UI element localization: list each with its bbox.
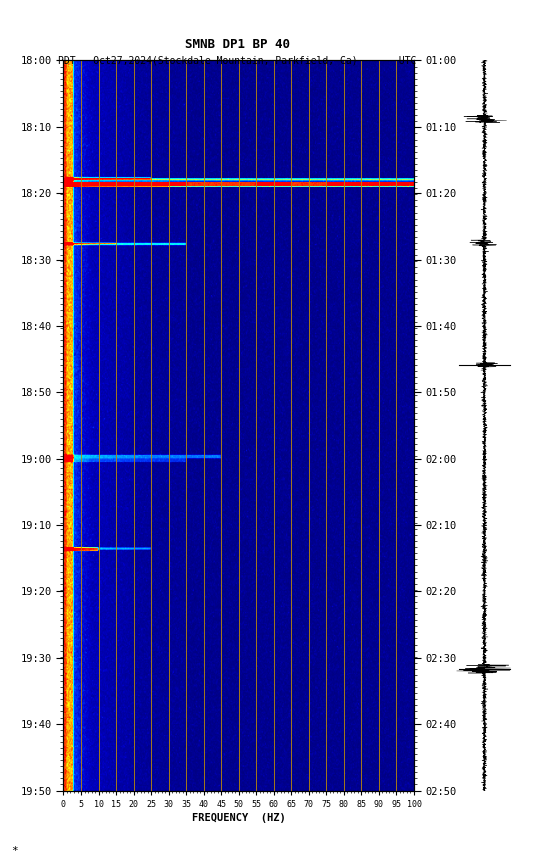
Text: *: *	[11, 846, 18, 855]
Text: PDT   Oct27,2024(Stockdale Mountain, Parkfield, Ca)       UTC: PDT Oct27,2024(Stockdale Mountain, Parkf…	[58, 55, 417, 66]
X-axis label: FREQUENCY  (HZ): FREQUENCY (HZ)	[192, 813, 285, 823]
Text: SMNB DP1 BP 40: SMNB DP1 BP 40	[185, 37, 290, 50]
